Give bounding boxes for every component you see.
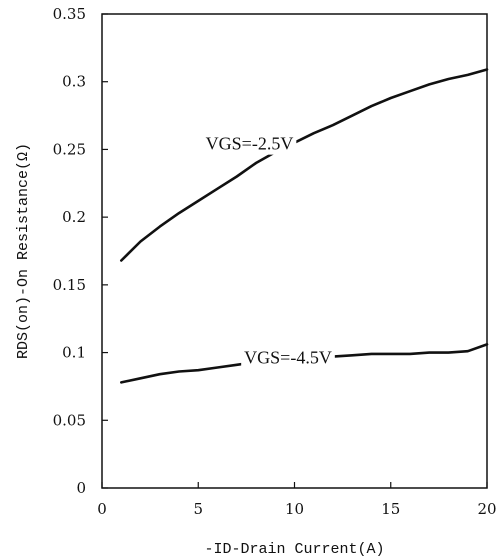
x-tick-label: 5 bbox=[193, 500, 203, 518]
y-tick-label: 0.2 bbox=[62, 208, 86, 226]
x-axis-ticks: 0 5 10 15 20 bbox=[97, 482, 497, 518]
series-label-background bbox=[202, 132, 297, 155]
x-tick-label: 0 bbox=[97, 500, 107, 518]
x-tick-label: 15 bbox=[381, 500, 400, 518]
y-tick-label: 0.3 bbox=[62, 73, 86, 91]
plot-frame bbox=[101, 13, 488, 489]
y-axis-title: RDS(on)-On Resistance(Ω) bbox=[15, 143, 32, 359]
x-tick-label: 10 bbox=[285, 500, 304, 518]
y-tick-label: 0.35 bbox=[53, 5, 86, 23]
y-axis-ticks: 0 0.05 0.1 0.15 0.2 0.25 0.3 0.35 bbox=[53, 5, 108, 497]
x-axis-title: -ID-Drain Current(A) bbox=[204, 541, 384, 558]
y-tick-label: 0 bbox=[76, 479, 86, 497]
y-tick-label: 0.15 bbox=[53, 276, 86, 294]
x-tick-label: 20 bbox=[477, 500, 496, 518]
y-tick-label: 0.25 bbox=[53, 140, 86, 158]
series-line bbox=[120, 68, 489, 262]
series-label-background bbox=[241, 346, 335, 369]
series-label: VGS=-2.5V bbox=[206, 134, 294, 154]
y-tick-label: 0.1 bbox=[62, 344, 86, 362]
series-label: VGS=-4.5V bbox=[244, 348, 332, 368]
y-tick-label: 0.05 bbox=[53, 411, 86, 429]
series-curves: VGS=-2.5V VGS=-4.5V bbox=[120, 68, 489, 384]
